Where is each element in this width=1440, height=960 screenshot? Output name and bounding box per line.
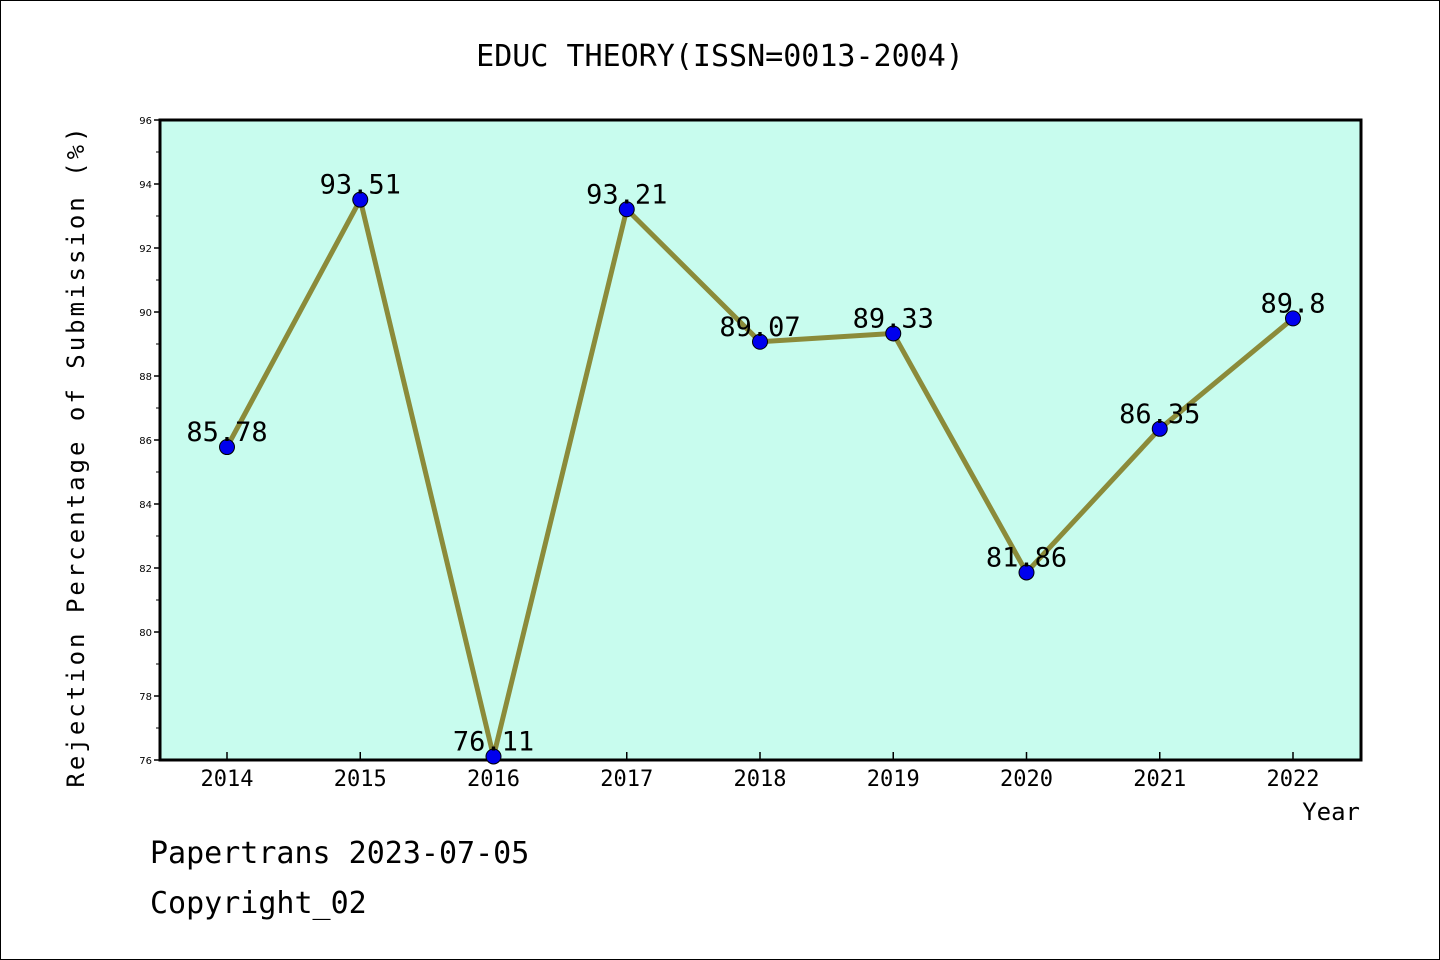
y-tick-label: 86	[139, 436, 152, 447]
x-tick-label: 2016	[467, 767, 520, 792]
data-label: 89.8	[1260, 288, 1325, 319]
data-label: 85.78	[186, 417, 267, 448]
x-tick-label: 2020	[1000, 767, 1053, 792]
x-tick-label: 2019	[867, 767, 920, 792]
x-tick-label: 2015	[334, 767, 387, 792]
data-point	[485, 748, 502, 765]
y-tick-label: 84	[139, 500, 152, 511]
y-axis-label: Rejection Percentage of Submission (%)	[62, 124, 90, 787]
x-tick-label: 2014	[201, 767, 254, 792]
x-tick-label: 2022	[1267, 767, 1320, 792]
y-tick-label: 88	[139, 372, 152, 383]
data-point	[618, 201, 635, 218]
data-label: 89.07	[719, 312, 800, 343]
x-tick-label: 2021	[1133, 767, 1186, 792]
x-tick-label: 2017	[600, 767, 653, 792]
data-point	[752, 333, 768, 350]
data-label: 86.35	[1119, 399, 1200, 430]
data-point	[1285, 310, 1301, 327]
chart-title: EDUC THEORY(ISSN=0013-2004)	[476, 39, 964, 74]
data-point	[1018, 564, 1035, 581]
y-tick-label: 96	[139, 116, 152, 127]
data-point	[885, 325, 902, 342]
data-label: 81.86	[986, 542, 1067, 573]
y-axis: 76 78 80 82 84 86 88 90 92 94 96	[139, 116, 160, 767]
y-tick-label: 92	[139, 244, 152, 255]
data-point	[219, 439, 235, 456]
y-tick-label: 80	[139, 628, 152, 639]
data-label: 76.11	[453, 726, 534, 757]
data-point	[352, 191, 369, 208]
footer-copyright: Copyright_02	[150, 886, 367, 921]
data-label: 93.51	[320, 170, 401, 201]
series-layer	[219, 191, 1301, 765]
footer-date: Papertrans 2023-07-05	[150, 836, 530, 871]
y-tick-label: 76	[139, 756, 152, 767]
y-tick-label: 82	[139, 564, 152, 575]
y-tick-label: 78	[139, 692, 152, 703]
data-label: 93.21	[586, 179, 667, 210]
plot-area	[158, 118, 1363, 762]
y-tick-label: 94	[139, 180, 152, 191]
data-labels: 85.78 93.51 76.11 93.21 89.07 89.33 81.86 86.35…	[186, 170, 1325, 758]
x-axis: 2014 2015 2016 2017 2018 2019 2020 2021 2022	[201, 752, 1320, 792]
data-label: 89.33	[853, 303, 934, 334]
data-point	[1151, 420, 1168, 437]
x-axis-label: Year	[1302, 798, 1360, 826]
x-tick-label: 2018	[734, 767, 787, 792]
y-tick-label: 90	[139, 308, 152, 319]
